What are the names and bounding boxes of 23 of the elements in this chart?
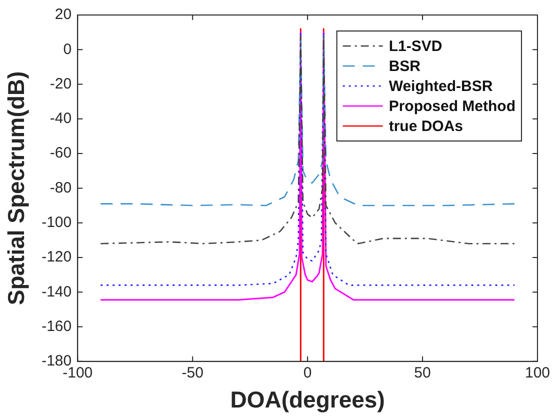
y-tick-label: -60 — [50, 144, 72, 162]
y-tick-label: -100 — [42, 214, 72, 231]
x-tick-label: 0 — [303, 364, 312, 382]
y-tick-label: -160 — [42, 318, 72, 335]
x-tick-label: 100 — [524, 364, 550, 382]
x-axis-title: DOA(degrees) — [230, 386, 385, 413]
legend-label: L1-SVD — [388, 38, 442, 56]
y-tick-label: -140 — [42, 283, 72, 300]
y-tick-label: -20 — [50, 75, 72, 92]
line-series — [100, 35, 516, 206]
y-tick-label: 0 — [63, 40, 72, 58]
legend-label: Weighted-BSR — [388, 78, 493, 96]
x-tick-label: -50 — [182, 364, 204, 382]
legend-label: Proposed Method — [388, 98, 516, 116]
y-tick-label: -120 — [42, 248, 72, 266]
x-tick-label: 50 — [414, 364, 431, 382]
y-tick-label: -40 — [50, 110, 72, 128]
legend-label: true DOAs — [388, 118, 464, 136]
y-axis-title: Spatial Spectrum(dB) — [3, 71, 30, 306]
line-series — [100, 35, 516, 244]
legend-label: BSR — [388, 58, 421, 76]
y-tick-label: 20 — [54, 6, 72, 24]
y-tick-label: -80 — [50, 179, 72, 196]
